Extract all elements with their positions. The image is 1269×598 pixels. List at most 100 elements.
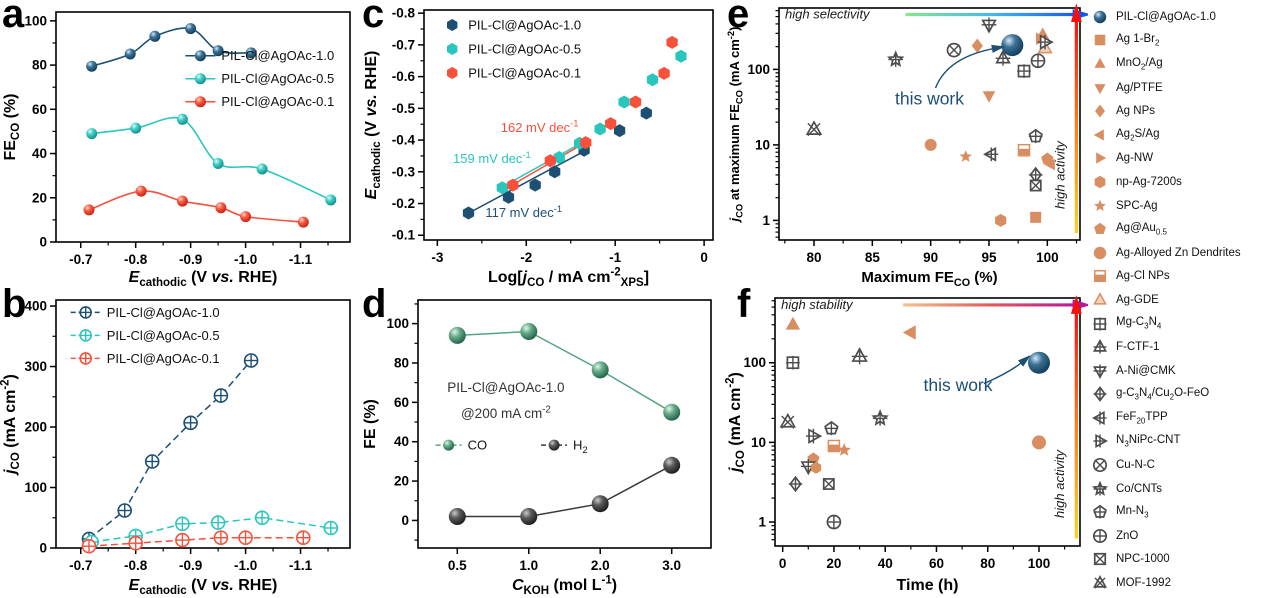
legend-item-4: Ag NPs: [1088, 99, 1269, 123]
scatter-point: [1028, 351, 1050, 374]
data-point-PIL-Cl@AgOAc-0.5: [646, 73, 659, 87]
svg-text:Maximum FECO (%): Maximum FECO (%): [861, 269, 997, 289]
annotation: 162 mV dec-1: [501, 118, 579, 135]
triangle-down+cross-icon: [1092, 364, 1108, 379]
data-point-CO: [448, 326, 466, 344]
svg-text:20: 20: [394, 474, 409, 489]
svg-text:-0.7: -0.7: [69, 252, 92, 267]
svg-text:-0.7: -0.7: [392, 37, 415, 52]
data-point-PIL-Cl@AgOAc-0.1: [658, 66, 670, 80]
svg-text:1: 1: [758, 515, 766, 530]
svg-text:100: 100: [1028, 556, 1051, 571]
panel-a: a -0.7 -0.8 -0.9 -1.0 -1.1 0 20 40 60 80 100 Ecatho…: [0, 0, 360, 290]
scatter-point: [824, 420, 839, 436]
data-point-PIL-Cl@AgOAc-1.0: [502, 190, 515, 204]
data-point-PIL-Cl@AgOAc-0.5: [176, 113, 188, 125]
data-point-PIL-Cl@AgOAc-0.1: [128, 535, 143, 551]
svg-text:Time (h): Time (h): [897, 577, 959, 594]
legend-item-3: Ag/PTFE: [1088, 76, 1269, 100]
data-point-PIL-Cl@AgOAc-0.5: [254, 510, 270, 526]
legend-item-20: Co/CNTs: [1088, 477, 1269, 501]
panel-legend-label: PIL-Cl@AgOAc-0.5: [221, 71, 334, 86]
svg-text:0: 0: [401, 513, 409, 528]
data-point-PIL-Cl@AgOAc-0.1: [544, 154, 556, 168]
data-point-PIL-Cl@AgOAc-0.1: [580, 136, 592, 150]
legend-label: Ag-Cl NPs: [1116, 270, 1170, 283]
data-point-PIL-Cl@AgOAc-0.1: [605, 117, 617, 131]
svg-text:-0.4: -0.4: [392, 133, 416, 148]
diamond-icon: [1095, 104, 1105, 118]
diamond+cross-icon: [1093, 386, 1107, 403]
annotation: PIL-Cl@AgOAc-1.0: [447, 380, 564, 395]
data-point-PIL-Cl@AgOAc-0.1: [176, 195, 188, 207]
data-point-PIL-Cl@AgOAc-0.1: [175, 532, 190, 548]
data-point-PIL-Cl@AgOAc-0.5: [618, 95, 630, 109]
data-point-PIL-Cl@AgOAc-0.1: [666, 35, 678, 49]
legend-label: Ag NPs: [1116, 105, 1155, 118]
legend-item-18: N3NiPc-CNT: [1088, 430, 1269, 454]
scatter-point: [805, 120, 823, 137]
panel-legend-label: PIL-Cl@AgOAc-1.0: [107, 305, 220, 320]
svg-text:100: 100: [386, 316, 409, 331]
legend-label: Co/CNTs: [1116, 482, 1163, 495]
data-point-CO: [663, 403, 681, 421]
hexagon-icon: [1094, 175, 1106, 189]
legend-label: g-C3N4/Cu2O-FeO: [1116, 387, 1210, 402]
sphere-icon: [1093, 10, 1107, 23]
scatter-point: [886, 50, 905, 67]
data-point-PIL-Cl@AgOAc-0.5: [256, 163, 268, 175]
legend-item-19: Cu-N-C: [1088, 453, 1269, 477]
panel-letter-b: b: [2, 282, 27, 326]
data-point-PIL-Cl@AgOAc-1.0: [529, 178, 541, 192]
data-point-PIL-Cl@AgOAc-0.1: [213, 530, 229, 545]
data-point-PIL-Cl@AgOAc-0.5: [496, 181, 508, 195]
data-point-PIL-Cl@AgOAc-1.0: [149, 30, 161, 42]
svg-text:20: 20: [826, 556, 841, 571]
data-point-CO: [520, 323, 538, 340]
scatter-point: [1044, 158, 1055, 171]
svg-text:40: 40: [394, 434, 409, 449]
svg-text:100: 100: [24, 480, 47, 495]
svg-text:CKOH (mol L-1): CKOH (mol L-1): [512, 575, 617, 598]
panel-legend-label: H2: [573, 438, 588, 455]
chart-fe-vs-koh: 0.5 1.0 2.0 3.0 0 20 40 60 80 100 CKOH (mol L-1) FE…: [362, 299, 712, 598]
svg-text:-0.1: -0.1: [392, 228, 416, 243]
scatter-point: [822, 478, 835, 490]
svg-text:0: 0: [700, 250, 708, 265]
scatter-point: [981, 17, 997, 34]
svg-text:Ecathodic (V vs. RHE): Ecathodic (V vs. RHE): [363, 51, 383, 200]
legend-marker: [79, 306, 92, 319]
legend-label: Ag-NW: [1116, 152, 1154, 165]
svg-text:-0.9: -0.9: [179, 558, 202, 573]
legend-marker: [447, 67, 458, 79]
legend-item-24: MOF-1992: [1088, 571, 1269, 595]
data-point-PIL-Cl@AgOAc-0.5: [553, 151, 565, 164]
scatter-point: [786, 355, 800, 370]
svg-text:400: 400: [24, 299, 47, 314]
triangle-left+cross-icon: [1092, 410, 1107, 425]
data-point-PIL-Cl@AgOAc-0.5: [325, 194, 337, 206]
legend-label: N3NiPc-CNT: [1116, 434, 1181, 449]
annotation: high selectivity: [785, 6, 871, 21]
legend-item-7: np-Ag-7200s: [1088, 170, 1269, 194]
panel-legend-label: PIL-Cl@AgOAc-0.5: [107, 328, 220, 343]
scatter-point: [982, 91, 996, 103]
scatter-point: [851, 347, 868, 365]
svg-text:FE (%): FE (%): [362, 399, 379, 449]
star+cross-icon: [1091, 480, 1109, 496]
legend-label: Ag/PTFE: [1116, 81, 1163, 94]
scatter-point: [924, 138, 937, 151]
svg-text:FECO (%): FECO (%): [2, 93, 22, 160]
data-point-PIL-Cl@AgOAc-0.1: [215, 202, 227, 214]
svg-text:-2: -2: [520, 250, 532, 265]
legend-item-21: Mn-N3: [1088, 500, 1269, 524]
panel-legend-label: PIL-Cl@AgOAc-0.1: [107, 351, 220, 366]
svg-text:jCO (mA cm-2): jCO (mA cm-2): [725, 372, 747, 474]
data-point-PIL-Cl@AgOAc-1.0: [86, 60, 98, 72]
svg-text:80: 80: [32, 58, 47, 73]
legend-marker: [194, 96, 206, 108]
data-point-PIL-Cl@AgOAc-1.0: [613, 124, 626, 138]
scatter-point: [995, 49, 1011, 66]
chart-activity-vs-selectivity: 80 85 90 95 100 1 10 100 Maximum FECO (%) jCO at …: [725, 3, 1088, 289]
legend-item-12: Ag-GDE: [1088, 288, 1269, 312]
